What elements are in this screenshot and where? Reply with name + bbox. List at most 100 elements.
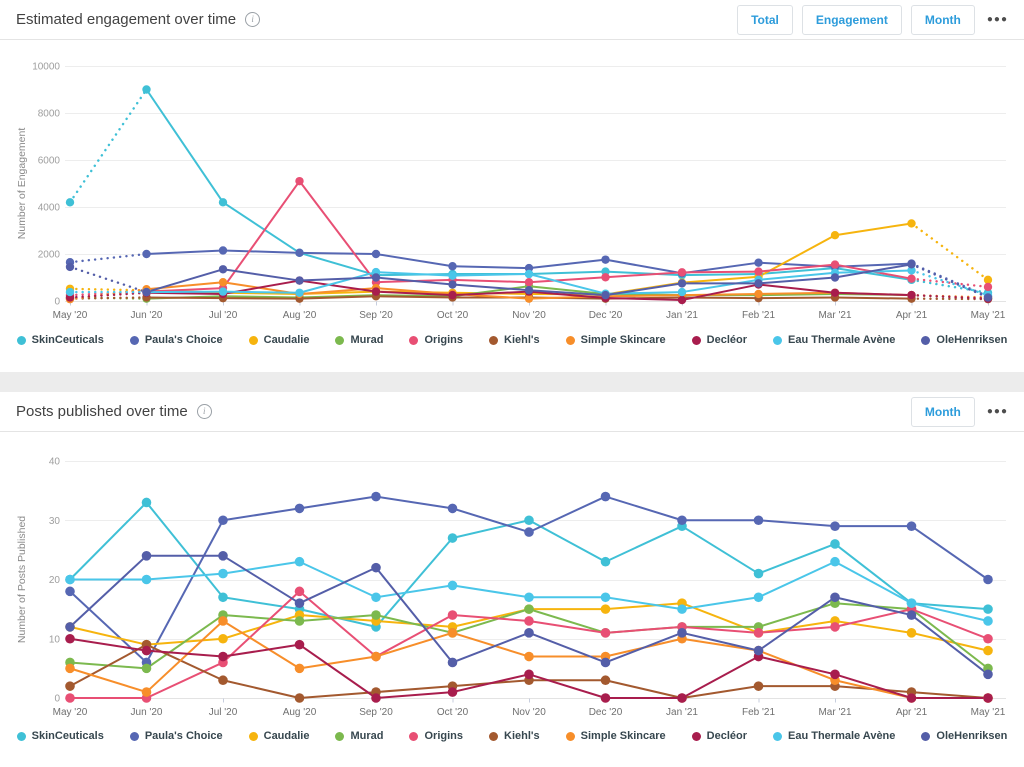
data-point[interactable] [371, 562, 381, 573]
engagement-button[interactable]: Engagement [801, 4, 902, 35]
data-point[interactable] [983, 275, 993, 285]
data-point[interactable] [65, 287, 75, 297]
data-point[interactable] [524, 628, 534, 638]
data-point[interactable] [447, 610, 458, 620]
data-point[interactable] [294, 693, 305, 703]
data-point[interactable] [295, 288, 304, 297]
data-point[interactable] [600, 675, 611, 686]
data-point[interactable] [371, 610, 381, 620]
legend-item[interactable]: Murad [335, 730, 383, 742]
data-point[interactable] [983, 645, 993, 656]
data-point[interactable] [371, 287, 381, 296]
legend-item[interactable]: Kiehl's [489, 730, 540, 742]
data-point[interactable] [65, 262, 75, 272]
data-point[interactable] [448, 290, 457, 300]
data-point[interactable] [754, 289, 763, 299]
data-point[interactable] [753, 645, 764, 656]
data-point[interactable] [142, 287, 151, 297]
data-point[interactable] [907, 290, 916, 300]
data-point[interactable] [294, 616, 305, 626]
data-point[interactable] [907, 274, 916, 283]
data-point[interactable] [294, 586, 305, 597]
data-point[interactable] [448, 280, 457, 289]
data-point[interactable] [830, 622, 840, 632]
data-point[interactable] [65, 622, 75, 632]
legend-item[interactable]: Origins [409, 334, 463, 346]
data-point[interactable] [753, 681, 764, 691]
data-point[interactable] [65, 574, 75, 585]
data-point[interactable] [983, 693, 993, 703]
data-point[interactable] [600, 592, 611, 603]
info-icon[interactable]: i [245, 12, 261, 27]
data-point[interactable] [753, 628, 764, 638]
data-point[interactable] [906, 693, 917, 703]
data-point[interactable] [524, 278, 534, 287]
data-point[interactable] [294, 556, 305, 567]
data-point[interactable] [907, 266, 916, 275]
legend-item[interactable]: OleHenriksen [921, 730, 1007, 742]
data-point[interactable] [983, 633, 993, 644]
legend-item[interactable]: OleHenriksen [921, 334, 1007, 346]
legend-item[interactable]: Caudalie [248, 334, 309, 346]
data-point[interactable] [65, 693, 75, 703]
data-point[interactable] [218, 246, 228, 255]
data-point[interactable] [524, 651, 534, 662]
data-point[interactable] [753, 592, 764, 603]
data-point[interactable] [524, 515, 534, 526]
data-point[interactable] [983, 293, 993, 302]
data-point[interactable] [65, 681, 75, 691]
data-point[interactable] [371, 592, 381, 603]
data-point[interactable] [600, 556, 611, 567]
more-options-icon[interactable]: ●●● [986, 13, 1008, 25]
legend-item[interactable]: Eau Thermale Avène [773, 730, 895, 742]
data-point[interactable] [830, 556, 840, 567]
month-button[interactable]: Month [910, 4, 975, 35]
legend-item[interactable]: Kiehl's [489, 334, 540, 346]
data-point[interactable] [371, 651, 381, 662]
data-point[interactable] [218, 568, 228, 579]
data-point[interactable] [294, 639, 305, 650]
data-point[interactable] [141, 574, 152, 585]
data-point[interactable] [907, 260, 916, 269]
data-point[interactable] [906, 628, 917, 638]
legend-item[interactable]: Simple Skincare [565, 334, 666, 346]
month-button[interactable]: Month [910, 396, 975, 427]
data-point[interactable] [830, 273, 840, 282]
data-point[interactable] [600, 693, 611, 703]
data-point[interactable] [524, 592, 534, 603]
data-point[interactable] [141, 645, 152, 656]
data-point[interactable] [830, 539, 840, 549]
data-point[interactable] [448, 271, 457, 280]
data-point[interactable] [754, 279, 763, 288]
data-point[interactable] [218, 592, 228, 603]
data-point[interactable] [294, 598, 305, 608]
data-point[interactable] [754, 258, 763, 267]
data-point[interactable] [983, 616, 993, 626]
data-point[interactable] [600, 491, 611, 502]
data-point[interactable] [677, 604, 687, 614]
data-point[interactable] [601, 255, 610, 264]
data-point[interactable] [830, 592, 840, 603]
data-point[interactable] [65, 198, 75, 207]
data-point[interactable] [65, 633, 75, 644]
data-point[interactable] [218, 198, 228, 207]
data-point[interactable] [65, 586, 75, 597]
data-point[interactable] [906, 610, 917, 620]
data-point[interactable] [295, 248, 304, 258]
data-point[interactable] [447, 580, 458, 591]
data-point[interactable] [677, 515, 687, 526]
legend-item[interactable]: SkinCeuticals [16, 730, 104, 742]
legend-item[interactable]: Murad [335, 334, 383, 346]
data-point[interactable] [447, 628, 458, 638]
data-point[interactable] [830, 231, 840, 240]
data-point[interactable] [524, 604, 534, 614]
data-point[interactable] [447, 687, 458, 697]
data-point[interactable] [218, 616, 228, 626]
data-point[interactable] [447, 503, 458, 514]
data-point[interactable] [218, 551, 228, 561]
data-point[interactable] [447, 533, 458, 543]
data-point[interactable] [600, 604, 611, 614]
data-point[interactable] [524, 616, 534, 626]
legend-item[interactable]: Eau Thermale Avène [773, 334, 895, 346]
data-point[interactable] [524, 269, 534, 279]
